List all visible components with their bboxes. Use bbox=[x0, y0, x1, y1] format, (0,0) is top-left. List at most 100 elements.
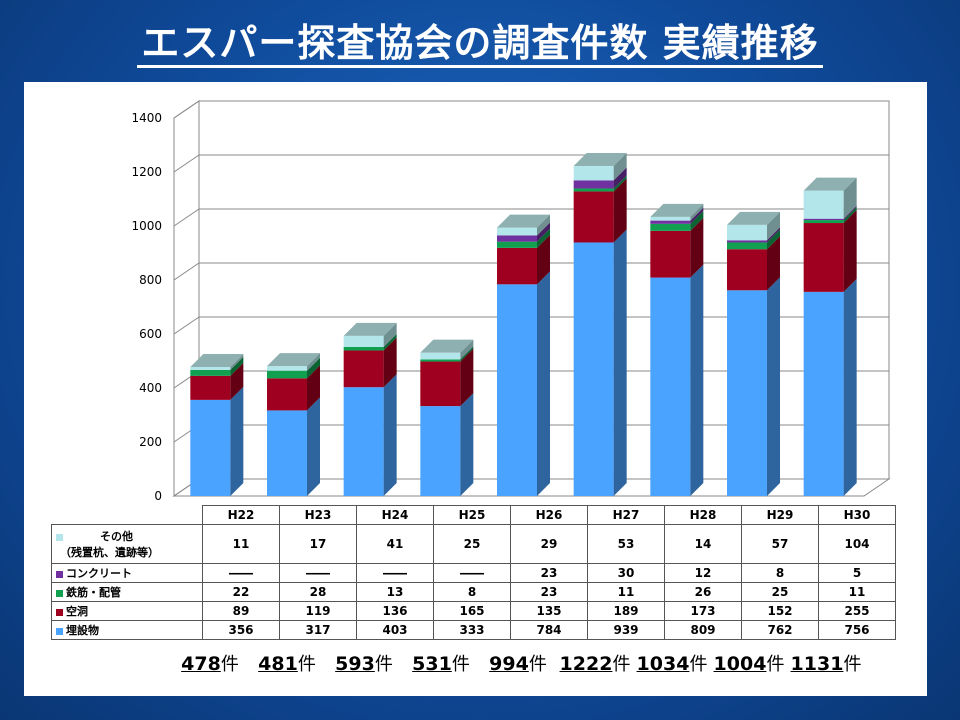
table-cell: 762 bbox=[741, 620, 819, 640]
total-label-H30: 1131件 bbox=[781, 650, 871, 676]
bar-side-rebar-H27 bbox=[613, 175, 627, 192]
total-value: 1004 bbox=[713, 653, 767, 675]
table-cell: 8 bbox=[741, 563, 819, 583]
y-tick-label: 200 bbox=[139, 435, 162, 449]
bar-rebar-H30 bbox=[803, 220, 844, 224]
y-tick-label: 400 bbox=[139, 381, 162, 395]
y-tick-label: 1000 bbox=[131, 219, 162, 233]
total-label-H29: 1004件 bbox=[704, 650, 794, 676]
bar-concrete-H29 bbox=[727, 240, 767, 243]
total-value: 478 bbox=[181, 653, 221, 675]
bar-cavity-H26 bbox=[497, 247, 537, 285]
table-cell: 41 bbox=[356, 524, 434, 564]
bar-side-other-H29 bbox=[767, 211, 780, 241]
table-cell: 29 bbox=[510, 524, 588, 564]
bar-side-rebar-H23 bbox=[307, 357, 320, 379]
bar-cavity-H22 bbox=[190, 375, 231, 400]
legend-label: コンクリート bbox=[66, 567, 132, 580]
table-row: 埋設物 356 317 403 333 784 939 809 762 756 bbox=[51, 620, 896, 640]
bar-side-other-H24 bbox=[383, 322, 397, 347]
title-text: エスパー探査協会の調査件数 実績推移 bbox=[137, 21, 823, 68]
table-cell: 17 bbox=[279, 524, 357, 564]
bar-side-buried-H26 bbox=[537, 271, 550, 496]
bar-rebar-H26 bbox=[497, 241, 537, 248]
total-value: 593 bbox=[335, 653, 375, 675]
bar-side-rebar-H24 bbox=[383, 333, 397, 351]
bar-group-H24 bbox=[343, 322, 397, 496]
bar-side-cavity-H25 bbox=[460, 348, 474, 407]
total-unit: 件 bbox=[528, 654, 547, 675]
bar-side-cavity-H26 bbox=[537, 234, 550, 285]
legend-entry: 空洞 bbox=[51, 601, 203, 621]
bar-other-H27 bbox=[573, 166, 614, 181]
bar-side-other-H22 bbox=[230, 353, 244, 370]
total-label-H26: 994件 bbox=[473, 650, 563, 676]
legend-label: 空洞 bbox=[66, 605, 88, 618]
totals-row: 478件 481件 593件 531件 994件 1222件 1034件 1004件 1131件 bbox=[24, 650, 927, 684]
bar-side-rebar-H30 bbox=[843, 207, 857, 224]
gridline-side bbox=[173, 316, 200, 335]
total-value: 481 bbox=[258, 653, 298, 675]
bar-side-buried-H29 bbox=[767, 277, 780, 496]
bar-concrete-H26 bbox=[497, 235, 537, 242]
stacked-bar-chart: 0 200 400 600 800 1000 1200 1400 bbox=[131, 100, 891, 503]
category-label: H22 bbox=[202, 505, 280, 525]
bar-side-concrete-H30 bbox=[843, 205, 857, 221]
bar-rebar-H25 bbox=[420, 359, 461, 362]
bar-side-buried-H30 bbox=[843, 278, 857, 496]
bar-side-other-H26 bbox=[537, 214, 550, 236]
table-cell: 809 bbox=[664, 620, 742, 640]
table-cell: 939 bbox=[587, 620, 665, 640]
bar-top-H28 bbox=[650, 203, 704, 217]
total-label-H23: 481件 bbox=[242, 650, 332, 676]
table-cell: 403 bbox=[356, 620, 434, 640]
bar-top-H24 bbox=[343, 322, 397, 336]
legend-label: 鉄筋・配管 bbox=[66, 586, 121, 599]
bar-cavity-H29 bbox=[727, 249, 767, 291]
bar-side-buried-H27 bbox=[613, 229, 627, 496]
bar-side-concrete-H26 bbox=[537, 222, 550, 242]
bar-cavity-H30 bbox=[803, 223, 844, 292]
table-cell: ―― bbox=[433, 563, 511, 583]
category-label: H29 bbox=[741, 505, 819, 525]
bar-rebar-H23 bbox=[267, 370, 307, 379]
table-header-row: H22 H23 H24 H25 H26 H27 H28 H29 H30 bbox=[52, 505, 896, 525]
bar-group-H27 bbox=[573, 153, 627, 496]
table-cell: 104 bbox=[818, 524, 896, 564]
bar-side-other-H30 bbox=[843, 177, 857, 219]
legend-label-note: （残置杭、遺跡等） bbox=[60, 546, 159, 559]
table-cell: 25 bbox=[433, 524, 511, 564]
legend-entry: 埋設物 bbox=[51, 620, 203, 640]
bar-side-concrete-H29 bbox=[767, 227, 780, 243]
table-cell: 189 bbox=[587, 601, 665, 621]
gridline-side bbox=[173, 100, 200, 119]
table-cell: 12 bbox=[664, 563, 742, 583]
bar-buried-H26 bbox=[497, 284, 537, 496]
table-cell: 5 bbox=[818, 563, 896, 583]
table-cell: 8 bbox=[433, 582, 511, 602]
bar-rebar-H29 bbox=[727, 242, 767, 250]
bar-side-cavity-H29 bbox=[767, 236, 780, 291]
total-label-H25: 531件 bbox=[396, 650, 486, 676]
bar-side-concrete-H28 bbox=[690, 207, 704, 224]
bar-other-H23 bbox=[267, 366, 307, 371]
bar-side-other-H27 bbox=[613, 153, 627, 181]
table-cell: 57 bbox=[741, 524, 819, 564]
table-cell: 152 bbox=[741, 601, 819, 621]
table-cell: 22 bbox=[202, 582, 280, 602]
bar-buried-H30 bbox=[803, 291, 844, 496]
bar-cavity-H27 bbox=[573, 191, 614, 243]
total-label-H28: 1034件 bbox=[627, 650, 717, 676]
category-label: H30 bbox=[818, 505, 896, 525]
table-row: 空洞 89 119 136 165 135 189 173 152 255 bbox=[51, 601, 896, 621]
bar-side-cavity-H23 bbox=[307, 365, 320, 411]
bar-group-H22 bbox=[190, 353, 244, 496]
total-unit: 件 bbox=[297, 654, 316, 675]
table-cell: 173 bbox=[664, 601, 742, 621]
legend-swatch bbox=[56, 627, 63, 635]
bar-side-cavity-H28 bbox=[690, 217, 704, 278]
bar-side-buried-H23 bbox=[307, 397, 320, 496]
bar-cavity-H23 bbox=[267, 378, 307, 411]
category-label: H28 bbox=[664, 505, 742, 525]
bar-other-H25 bbox=[420, 352, 461, 360]
